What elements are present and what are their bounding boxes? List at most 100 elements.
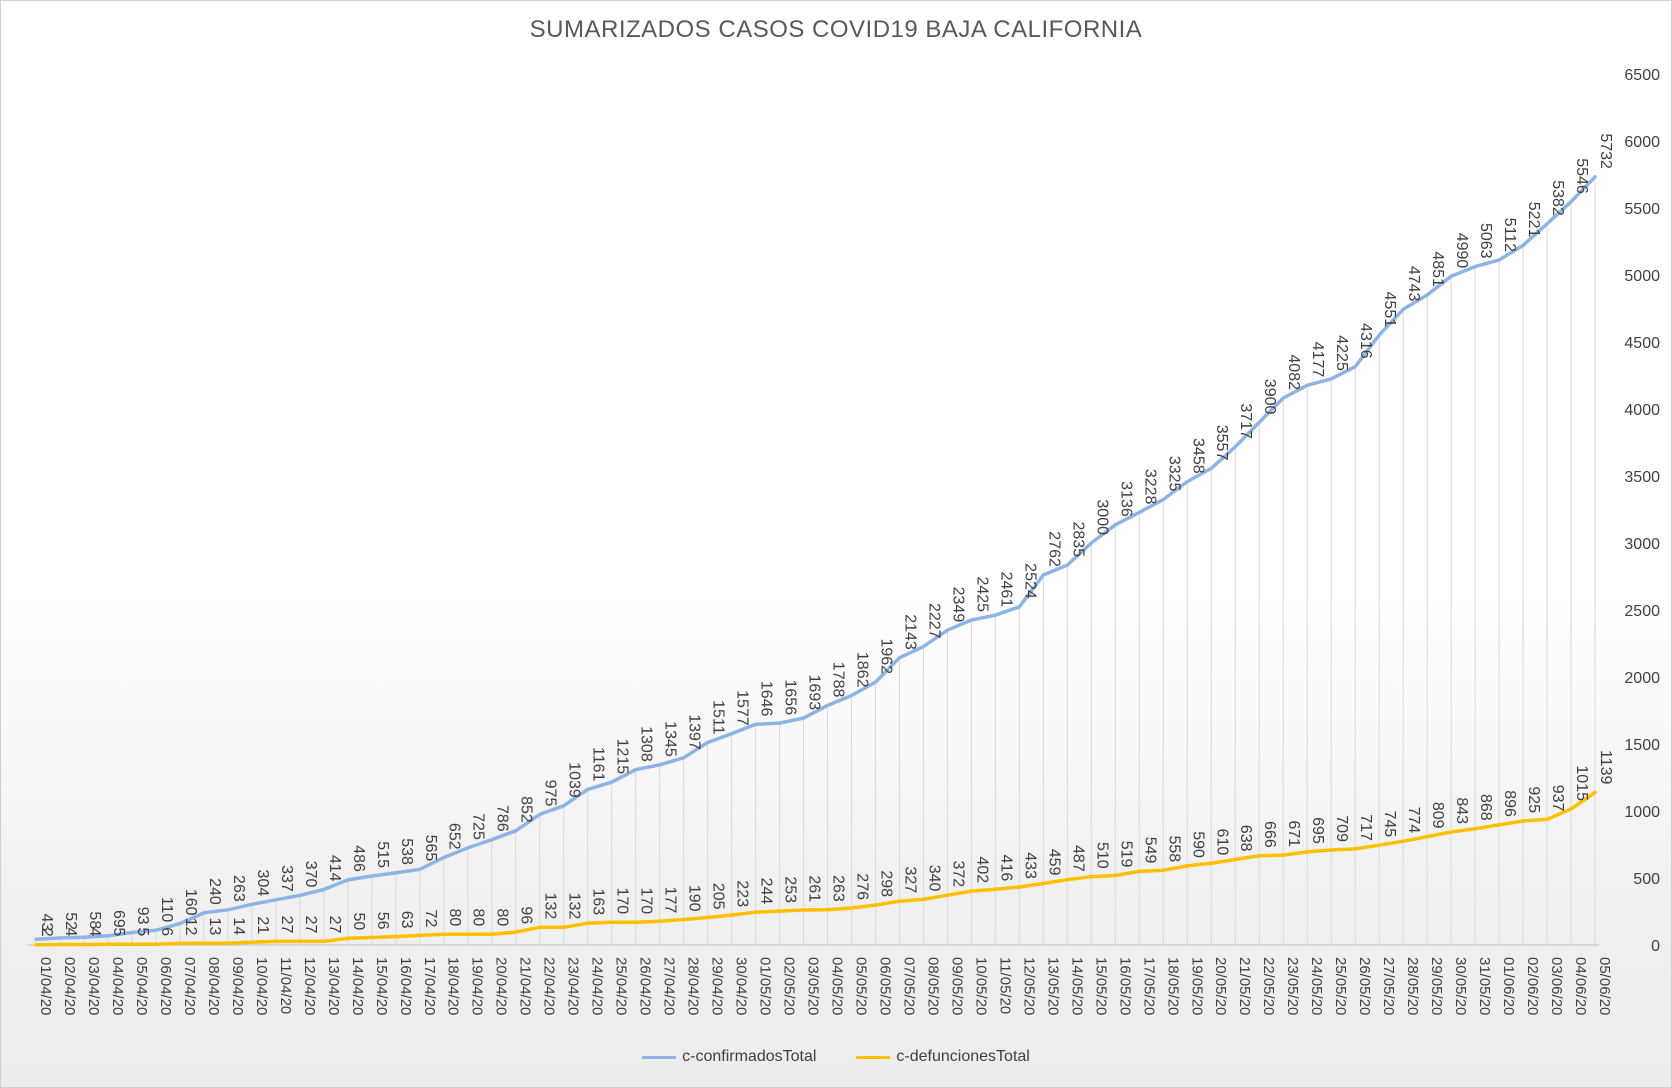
data-point-1: [370, 936, 373, 939]
data-label-0: 2349: [949, 587, 966, 623]
x-tick-label: 21/04/20: [517, 957, 534, 1015]
data-label-0: 1862: [853, 652, 870, 688]
x-tick-label: 21/05/20: [1236, 957, 1253, 1015]
data-point-1: [466, 933, 469, 936]
data-point-0: [106, 934, 110, 937]
x-tick-label: 06/05/20: [876, 957, 893, 1015]
data-point-1: [538, 926, 541, 929]
data-point-0: [370, 874, 373, 878]
data-label-0: 2143: [901, 614, 918, 650]
data-point-1: [1066, 878, 1069, 881]
data-point-1: [490, 933, 493, 936]
x-axis: 01/04/20 02/04/20 03/04/20 04/04/20 05/04/20…: [28, 944, 1613, 1015]
data-point-1: [274, 940, 278, 943]
x-tick-label: 22/05/20: [1260, 957, 1277, 1015]
data-label-0: 652: [446, 823, 463, 850]
data-label-1: 50: [350, 913, 367, 931]
data-point-0: [34, 938, 38, 941]
data-point-0: [298, 894, 302, 897]
data-label-1: 223: [734, 880, 751, 907]
data-point-1: [1258, 854, 1261, 857]
data-label-1: 132: [542, 893, 559, 920]
data-point-1: [754, 911, 757, 914]
data-label-0: 1345: [662, 721, 679, 757]
data-point-0: [538, 813, 541, 816]
x-tick-label: 05/06/20: [1596, 957, 1613, 1015]
data-label-0: 370: [302, 861, 319, 888]
data-label-0: 5221: [1525, 202, 1542, 238]
legend-item-defunciones: c-defuncionesTotal: [856, 1048, 1030, 1066]
data-label-0: 975: [542, 780, 559, 807]
data-point-0: [562, 804, 565, 807]
x-tick-label: 08/05/20: [924, 957, 941, 1015]
data-point-1: [922, 898, 925, 901]
data-label-1: 205: [710, 883, 727, 910]
data-label-0: 1962: [877, 638, 894, 674]
data-point-1: [658, 920, 661, 923]
data-label-1: 809: [1429, 802, 1446, 829]
x-tick-label: 17/04/20: [421, 957, 438, 1015]
data-point-0: [874, 680, 877, 684]
data-label-1: 695: [1309, 817, 1326, 844]
data-point-1: [1305, 850, 1309, 854]
data-point-1: [346, 937, 349, 940]
data-point-1: [1473, 827, 1477, 830]
x-tick-label: 15/04/20: [373, 957, 390, 1015]
data-point-0: [1162, 498, 1165, 501]
data-label-1: 27: [302, 916, 319, 934]
x-tick-label: 25/05/20: [1332, 957, 1349, 1015]
data-label-0: 1693: [806, 675, 823, 711]
data-point-1: [202, 942, 206, 945]
y-tick-label: 500: [1633, 871, 1660, 888]
x-tick-label: 13/04/20: [325, 957, 342, 1015]
data-point-0: [634, 768, 637, 771]
x-tick-label: 05/05/20: [852, 957, 869, 1015]
data-label-0: 1161: [590, 747, 607, 782]
data-label-0: 5382: [1549, 180, 1566, 216]
data-label-1: 5: [134, 927, 151, 936]
data-point-0: [1018, 605, 1021, 608]
data-label-0: 538: [398, 838, 415, 865]
x-tick-label: 13/05/20: [1044, 957, 1061, 1015]
data-label-1: 774: [1405, 807, 1422, 834]
data-point-0: [658, 763, 661, 766]
data-point-1: [418, 934, 421, 937]
data-point-0: [1377, 333, 1381, 337]
y-tick-label: 4500: [1624, 335, 1660, 352]
data-point-0: [898, 656, 901, 660]
x-tick-label: 25/04/20: [613, 957, 630, 1015]
data-label-0: 4551: [1381, 292, 1398, 328]
data-label-0: 1039: [566, 762, 583, 798]
data-point-1: [178, 942, 182, 945]
y-tick-label: 2500: [1624, 603, 1660, 620]
data-label-1: 170: [614, 888, 631, 915]
data-label-1: 925: [1525, 786, 1542, 813]
data-label-1: 896: [1501, 790, 1518, 817]
data-label-0: 5546: [1573, 158, 1590, 194]
y-axis: 0 500 1000 1500 2000 2500 3000 3500 4000 4500 5000…: [1624, 67, 1660, 955]
data-label-1: 276: [853, 873, 870, 900]
legend-label-confirmados: c-confirmadosTotal: [682, 1048, 817, 1065]
x-tick-label: 14/04/20: [349, 957, 366, 1015]
data-point-1: [1210, 862, 1213, 865]
data-label-0: 515: [374, 841, 391, 868]
data-label-1: 433: [1021, 852, 1038, 879]
data-point-1: [946, 893, 949, 897]
data-point-0: [586, 788, 589, 791]
data-label-0: 486: [350, 845, 367, 872]
data-label-1: 12: [182, 918, 199, 936]
series-lines: [34, 175, 1597, 947]
x-tick-label: 09/05/20: [948, 957, 965, 1015]
x-tick-label: 01/05/20: [757, 957, 774, 1015]
data-label-0: 1308: [638, 726, 655, 762]
data-label-1: 2: [38, 928, 55, 937]
data-point-1: [442, 933, 445, 936]
data-label-0: 240: [206, 878, 223, 905]
x-tick-label: 11/05/20: [996, 957, 1013, 1014]
data-point-0: [1186, 480, 1189, 483]
data-label-0: 2524: [1021, 563, 1038, 599]
data-point-1: [802, 908, 805, 912]
x-tick-label: 04/06/20: [1572, 957, 1589, 1015]
data-label-0: 786: [494, 805, 511, 832]
data-label-1: 80: [446, 908, 463, 926]
